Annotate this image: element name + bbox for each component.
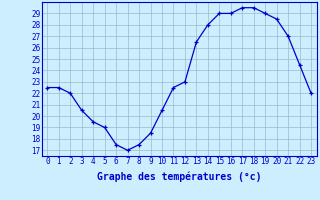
X-axis label: Graphe des températures (°c): Graphe des températures (°c)	[97, 172, 261, 182]
